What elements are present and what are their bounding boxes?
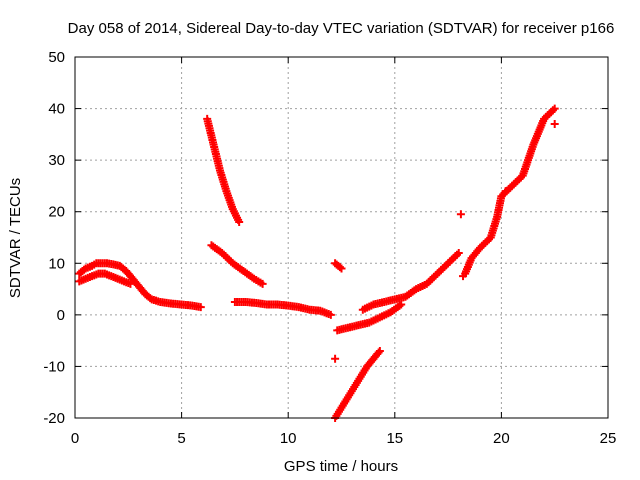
data-point (111, 273, 120, 282)
data-point (144, 292, 153, 301)
y-tick-label: -10 (43, 358, 65, 375)
data-point (227, 202, 236, 211)
data-marks (75, 104, 559, 422)
y-axis-label: SDTVAR / TECUs (7, 178, 24, 298)
data-point (367, 301, 376, 310)
data-point (126, 271, 135, 280)
data-point (342, 395, 351, 404)
data-point (124, 279, 133, 288)
series-arc6 (331, 259, 346, 273)
data-point (452, 250, 461, 259)
data-point (501, 187, 510, 196)
y-tick-label: 50 (48, 49, 65, 66)
y-tick-label: -20 (43, 410, 65, 427)
data-point (221, 184, 230, 193)
data-point (373, 314, 382, 323)
y-tick-label: 40 (48, 101, 65, 118)
series-arc4 (207, 241, 267, 288)
data-point (334, 261, 343, 270)
y-tick-label: 20 (48, 204, 65, 221)
data-point (336, 405, 345, 414)
grid (75, 57, 608, 418)
data-point (194, 302, 203, 311)
ticks: 0 5 10 15 20 25 -20 -10 0 10 20 30 40 50 (43, 49, 616, 447)
data-point (352, 321, 361, 330)
series-arc1 (75, 259, 205, 312)
data-point (496, 194, 505, 203)
data-point (85, 273, 94, 282)
series-arc11 (331, 120, 559, 363)
data-point (492, 215, 501, 224)
data-point (341, 324, 350, 333)
data-point (378, 298, 387, 307)
data-point (324, 310, 333, 319)
series-arc2 (75, 269, 135, 288)
data-point (550, 120, 559, 129)
x-tick-label: 15 (386, 430, 403, 447)
data-point (85, 262, 94, 271)
y-tick-label: 30 (48, 152, 65, 169)
x-tick-label: 25 (600, 430, 617, 447)
plot-frame (74, 56, 609, 419)
series-arc8 (333, 300, 406, 335)
y-tick-label: 0 (57, 307, 65, 324)
x-tick-label: 10 (280, 430, 297, 447)
data-point (366, 357, 375, 366)
data-point (314, 306, 323, 315)
data-point (459, 272, 468, 281)
data-point (355, 374, 364, 383)
x-tick-label: 20 (493, 430, 510, 447)
series-arc10 (461, 104, 559, 278)
data-point (90, 260, 99, 269)
series-arc3 (203, 114, 244, 227)
x-axis-label: GPS time / hours (284, 458, 398, 475)
data-point (117, 276, 126, 285)
series-arc5 (230, 297, 335, 319)
data-point (105, 271, 114, 280)
data-point (456, 210, 465, 219)
chart-title: Day 058 of 2014, Sidereal Day-to-day VTE… (68, 20, 615, 37)
data-point (118, 264, 127, 273)
data-point (363, 319, 372, 328)
series-arc9 (358, 248, 463, 314)
data-point (395, 301, 404, 310)
data-point (484, 235, 493, 244)
data-point (349, 385, 358, 394)
data-point (388, 295, 397, 304)
y-tick-label: 10 (48, 255, 65, 272)
data-point (78, 267, 87, 276)
data-point (208, 138, 217, 147)
x-tick-label: 5 (177, 430, 185, 447)
data-point (373, 350, 382, 359)
data-point (335, 263, 344, 272)
x-tick-label: 0 (71, 430, 79, 447)
data-point (256, 278, 265, 287)
data-point (215, 164, 224, 173)
data-point (138, 287, 147, 296)
data-point (331, 354, 340, 363)
data-point (374, 348, 383, 357)
data-point (79, 275, 88, 284)
data-point (528, 142, 537, 151)
data-point (548, 106, 557, 115)
data-point (234, 215, 243, 224)
